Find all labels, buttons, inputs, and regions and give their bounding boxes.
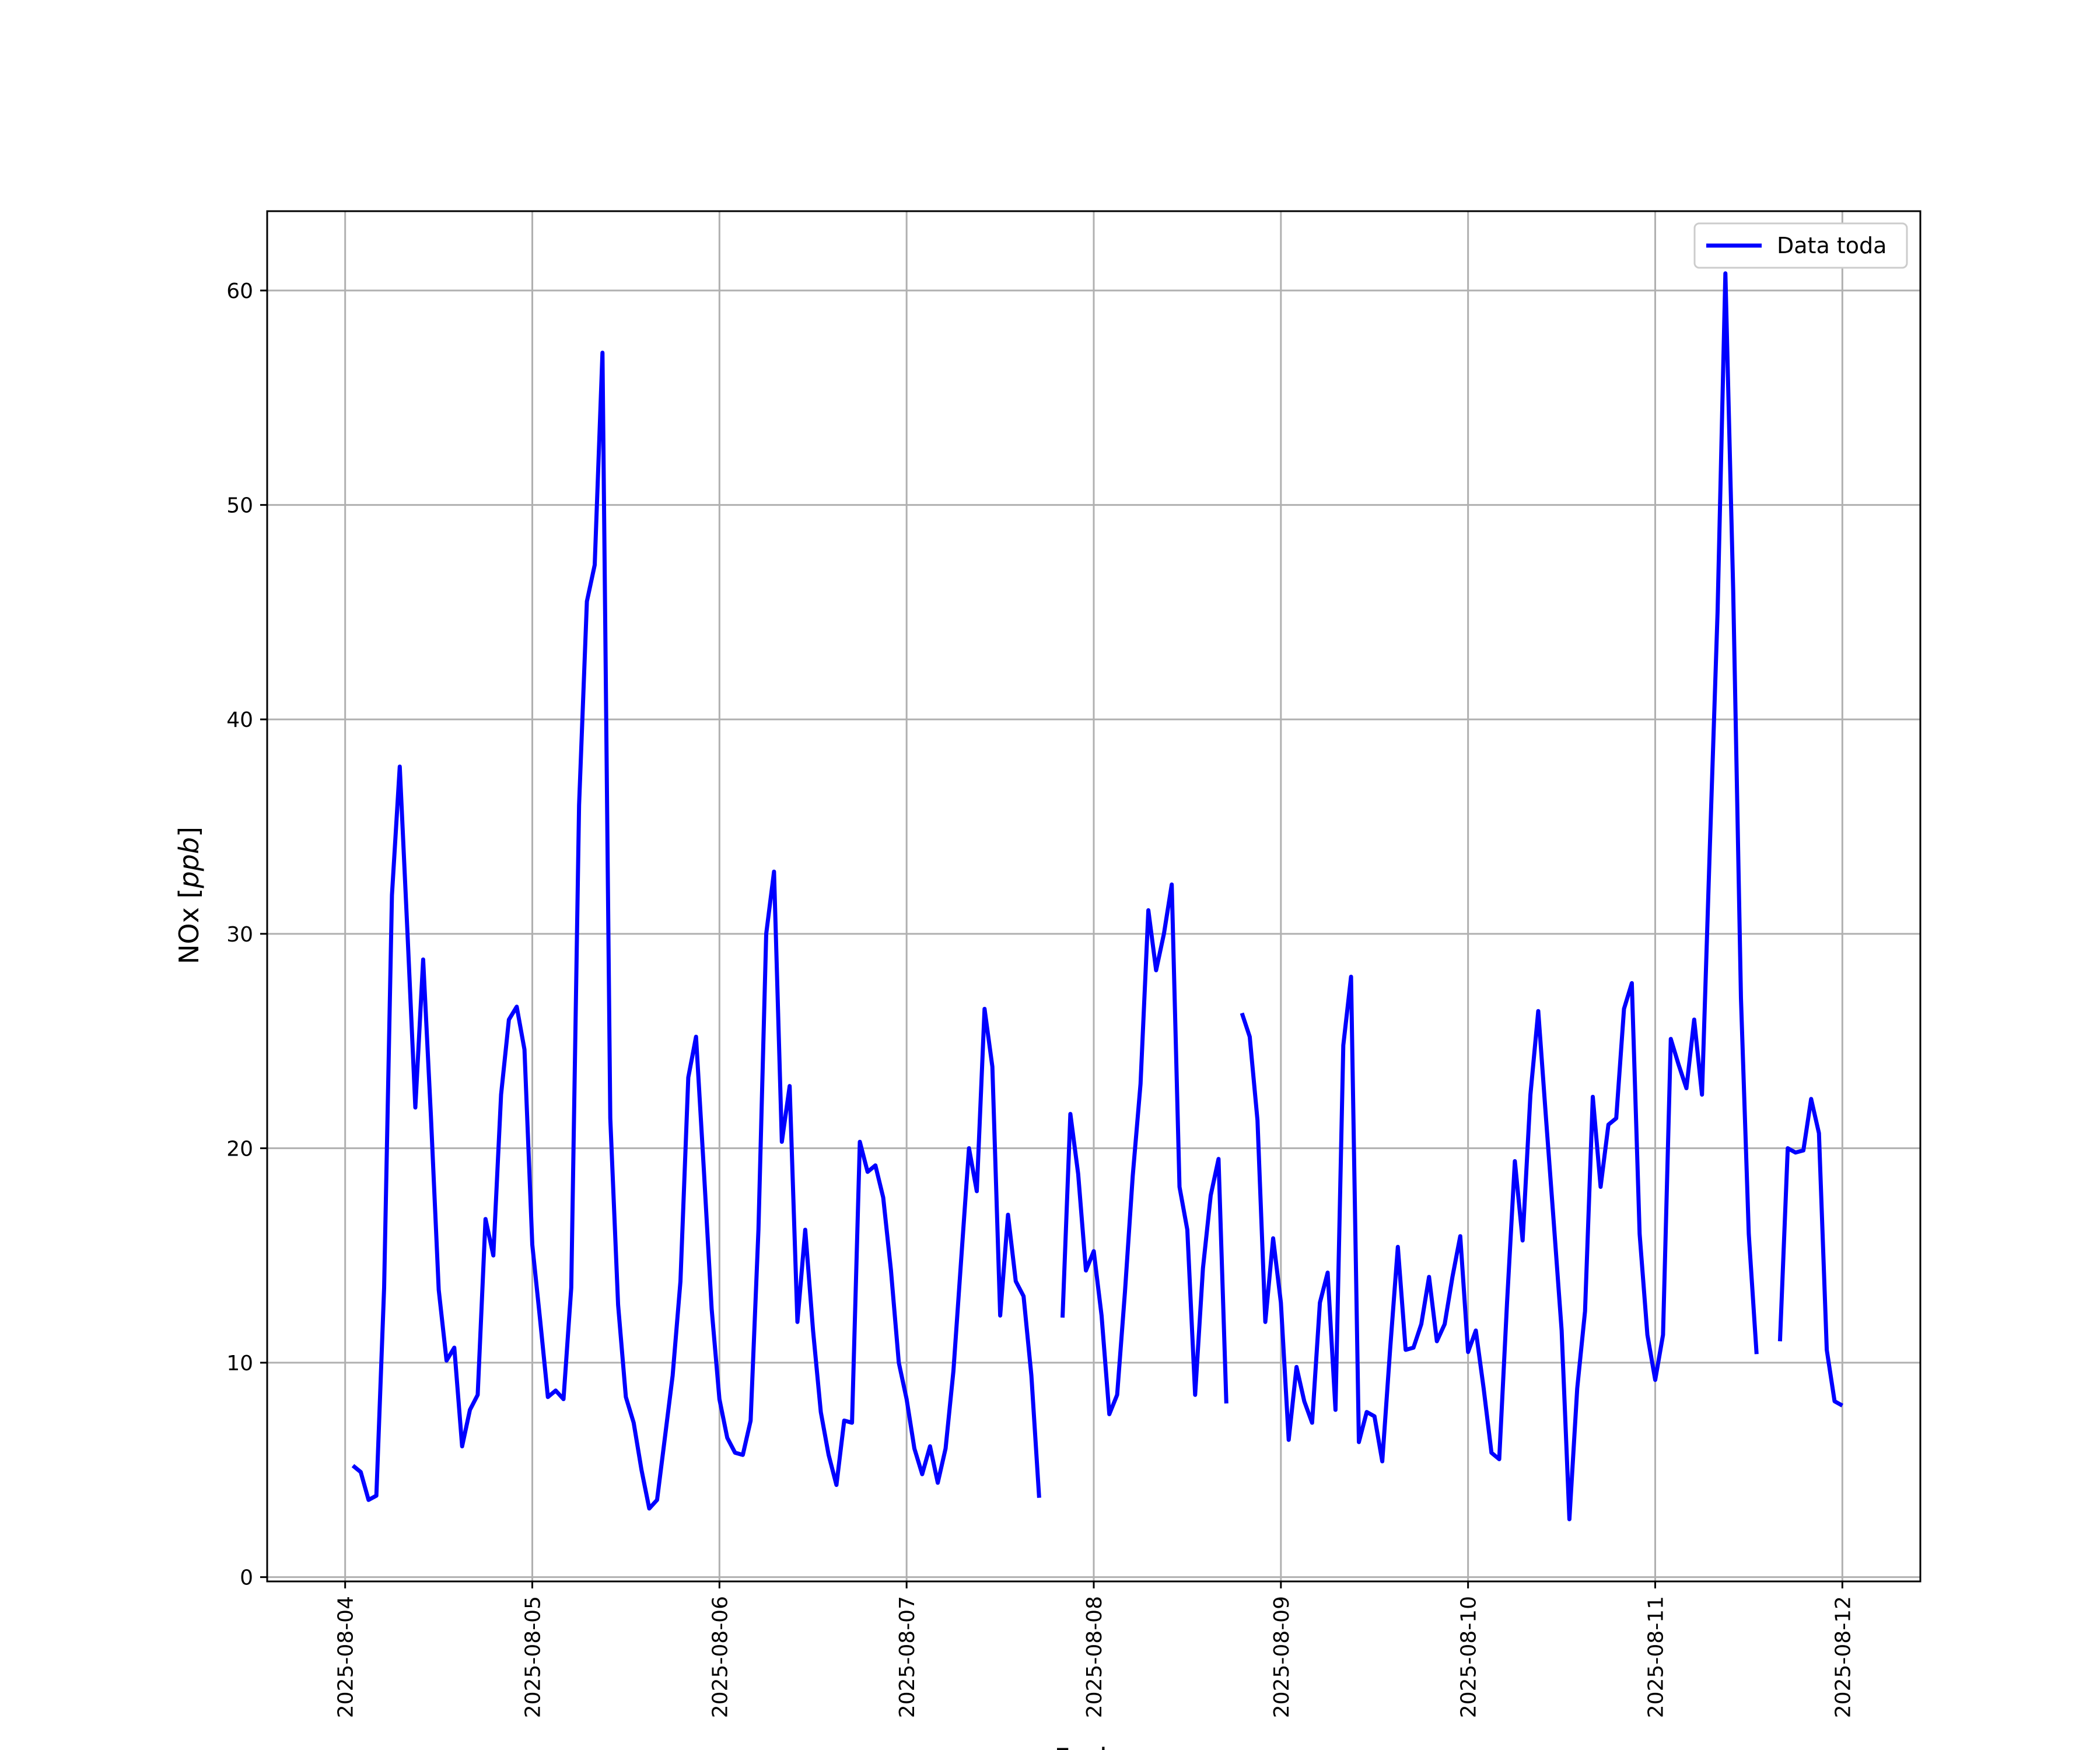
y-axis: 0 10 20 30 40 50 60: [226, 279, 267, 1590]
x-tick-label: 2025-08-08: [1083, 1596, 1107, 1718]
y-tick-label: 20: [226, 1137, 253, 1161]
x-axis: 2025-08-04 2025-08-05 2025-08-06 2025-08-07…: [334, 1581, 1855, 1718]
x-tick-label: 2025-08-04: [334, 1596, 358, 1718]
x-tick-label: 2025-08-07: [895, 1596, 919, 1718]
y-tick-label: 10: [226, 1352, 253, 1376]
x-tick-label: 2025-08-05: [522, 1596, 545, 1718]
y-axis-label-quantity: NOx: [173, 899, 205, 964]
y-axis-label-bracket-open: [: [173, 888, 205, 899]
y-tick-label: 0: [240, 1566, 253, 1590]
x-axis-label: Fecha: [1055, 1742, 1133, 1750]
y-axis-label-bracket-close: ]: [173, 827, 205, 837]
x-tick-label: 2025-08-10: [1457, 1596, 1481, 1718]
x-tick-label: 2025-08-06: [708, 1596, 732, 1718]
y-tick-label: 40: [226, 708, 253, 732]
legend-box: [1693, 222, 1908, 269]
legend-label: Data toda: [1777, 233, 1887, 258]
y-axis-label: NOx [ppb]: [173, 827, 205, 964]
series-layer: [351, 271, 1844, 1521]
x-tick-label: 2025-08-09: [1270, 1596, 1294, 1718]
series-line-0: [351, 271, 1844, 1521]
y-axis-label-unit: ppb: [173, 837, 205, 889]
y-tick-label: 60: [226, 279, 253, 303]
legend: Data toda: [1693, 222, 1908, 269]
y-tick-label: 30: [226, 923, 253, 947]
x-tick-label: 2025-08-11: [1644, 1596, 1668, 1718]
x-tick-label: 2025-08-12: [1831, 1596, 1855, 1718]
y-tick-label: 50: [226, 494, 253, 518]
